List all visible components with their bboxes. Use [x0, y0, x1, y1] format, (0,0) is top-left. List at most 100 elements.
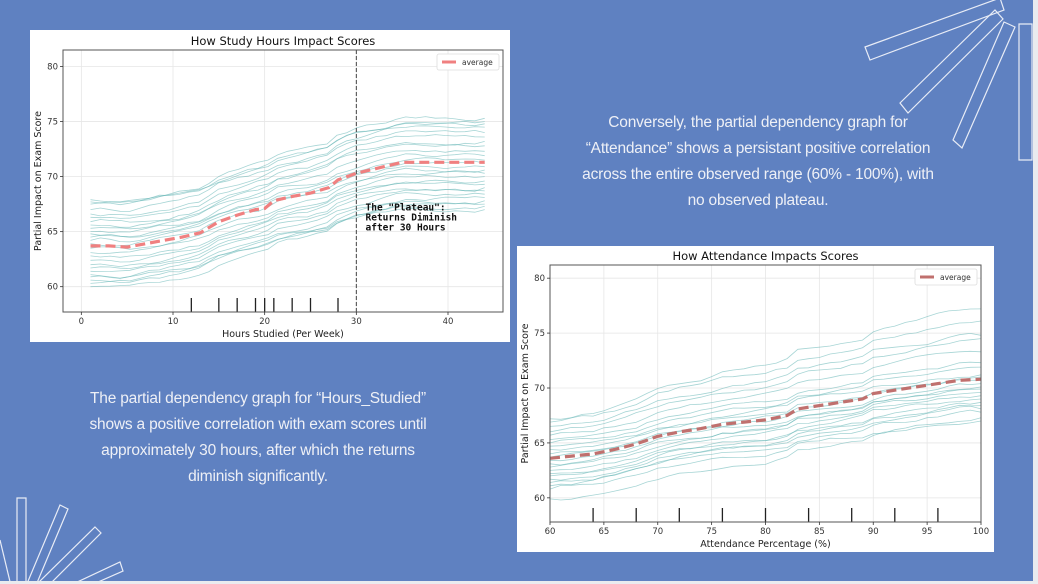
- ice-line: [549, 392, 982, 468]
- caption-line: The partial dependency graph for “Hours_…: [90, 390, 426, 407]
- plot-frame: [62, 49, 504, 313]
- attendance-chart: How Attendance Impacts Scores 60 65 70 75 80 8…: [517, 246, 994, 552]
- ice-line: [90, 141, 485, 223]
- ice-line: [90, 188, 485, 269]
- y-tick-label: 65: [47, 228, 58, 238]
- x-tick-label: 65: [598, 527, 609, 537]
- ice-line: [549, 417, 982, 490]
- y-tick-label: 75: [534, 329, 545, 339]
- plateau-annotation-line: Returns Diminish: [366, 213, 458, 224]
- ray-shape: [1018, 23, 1033, 161]
- caption-line: diminish significantly.: [188, 468, 328, 485]
- x-tick-label: 70: [652, 527, 663, 537]
- ice-line: [90, 122, 485, 206]
- x-tick-label: 100: [973, 527, 989, 537]
- x-tick-label: 30: [351, 317, 362, 327]
- y-tick-label: 70: [534, 384, 545, 394]
- x-tick-label: 40: [443, 317, 454, 327]
- y-tick-label: 80: [534, 274, 545, 284]
- chart-title: How Attendance Impacts Scores: [672, 249, 858, 263]
- attendance-chart-svg: How Attendance Impacts Scores 60 65 70 75 80 8…: [520, 249, 989, 550]
- ice-line: [90, 116, 485, 203]
- ice-lines-group: [90, 116, 485, 288]
- y-tick-label: 70: [47, 173, 58, 183]
- ice-line: [90, 196, 485, 279]
- ice-line: [90, 174, 485, 255]
- ray-shape: [899, 9, 1004, 114]
- x-tick-label: 80: [760, 527, 771, 537]
- ice-line: [90, 205, 485, 284]
- ice-line: [90, 125, 485, 212]
- x-tick-label: 90: [868, 527, 879, 537]
- y-tick-label: 65: [534, 439, 545, 449]
- y-axis-label: Partial Impact on Exam Score: [33, 111, 44, 251]
- caption-line: approximately 30 hours, after which the …: [101, 442, 415, 459]
- ice-line: [549, 350, 982, 436]
- chart-title: How Study Hours Impact Scores: [191, 34, 376, 48]
- ray-shape: [77, 561, 124, 581]
- caption-line: Conversely, the partial dependency graph…: [608, 114, 908, 131]
- ice-line: [90, 207, 485, 288]
- y-axis-label: Partial Impact on Exam Score: [520, 323, 531, 463]
- x-axis-label: Attendance Percentage (%): [700, 539, 831, 550]
- ice-line: [90, 150, 485, 230]
- ice-line: [90, 165, 485, 243]
- ice-line: [90, 143, 485, 228]
- caption-line: no observed plateau.: [687, 192, 829, 209]
- ice-line: [90, 134, 485, 219]
- ray-shape: [0, 539, 11, 581]
- y-tick-label: 60: [534, 494, 545, 504]
- ice-line: [549, 409, 982, 487]
- x-tick-label: 85: [814, 527, 825, 537]
- x-tick-label: 95: [922, 527, 933, 537]
- ice-line: [549, 374, 982, 447]
- ice-line: [90, 160, 485, 238]
- x-tick-label: 10: [168, 317, 179, 327]
- ice-line: [549, 395, 982, 471]
- legend-label: average: [462, 58, 493, 67]
- ice-line: [90, 192, 485, 273]
- ice-line: [90, 181, 485, 263]
- caption-line: shows a positive correlation with exam s…: [89, 416, 427, 433]
- legend-box: [914, 268, 978, 286]
- ice-line: [90, 167, 485, 247]
- ice-line: [90, 202, 485, 282]
- caption-hours-studied: The partial dependency graph for “Hours_…: [48, 386, 468, 490]
- legend-label: average: [940, 273, 971, 282]
- ray-shape: [16, 497, 27, 581]
- ice-line: [90, 120, 485, 204]
- ray-shape: [864, 0, 1005, 61]
- x-tick-label: 75: [706, 527, 717, 537]
- ice-line: [549, 366, 982, 444]
- ice-line: [549, 401, 982, 477]
- ice-line: [90, 153, 485, 234]
- ice-lines-group: [549, 308, 982, 501]
- ice-line: [549, 320, 982, 423]
- plateau-annotation-line: The "Plateau":: [366, 203, 446, 214]
- ice-line: [549, 404, 982, 481]
- y-tick-label: 60: [47, 283, 58, 293]
- ice-line: [549, 383, 982, 458]
- ice-line: [549, 338, 982, 433]
- ice-line: [549, 332, 982, 427]
- legend-box: [436, 53, 500, 71]
- x-axis-label: Hours Studied (Per Week): [222, 329, 344, 340]
- x-tick-label: 0: [79, 317, 84, 327]
- ice-line: [90, 157, 485, 238]
- x-tick-label: 20: [259, 317, 270, 327]
- ice-line: [549, 420, 982, 501]
- caption-line: “Attendance” shows a persistant positive…: [585, 140, 931, 157]
- study-hours-chart-svg: How Study Hours Impact Scores The "Platea…: [33, 34, 504, 340]
- caption-attendance: Conversely, the partial dependency graph…: [548, 110, 968, 214]
- average-line: [90, 160, 485, 249]
- y-tick-label: 80: [47, 63, 58, 73]
- ray-shape: [39, 526, 102, 581]
- plateau-annotation-line: after 30 Hours: [366, 223, 446, 234]
- ice-line: [549, 308, 982, 420]
- study-hours-chart: How Study Hours Impact Scores The "Platea…: [30, 30, 510, 342]
- ray-shape: [27, 504, 69, 581]
- caption-line: across the entire observed range (60% - …: [582, 166, 934, 183]
- average-line: [549, 377, 982, 460]
- ice-line: [549, 388, 982, 466]
